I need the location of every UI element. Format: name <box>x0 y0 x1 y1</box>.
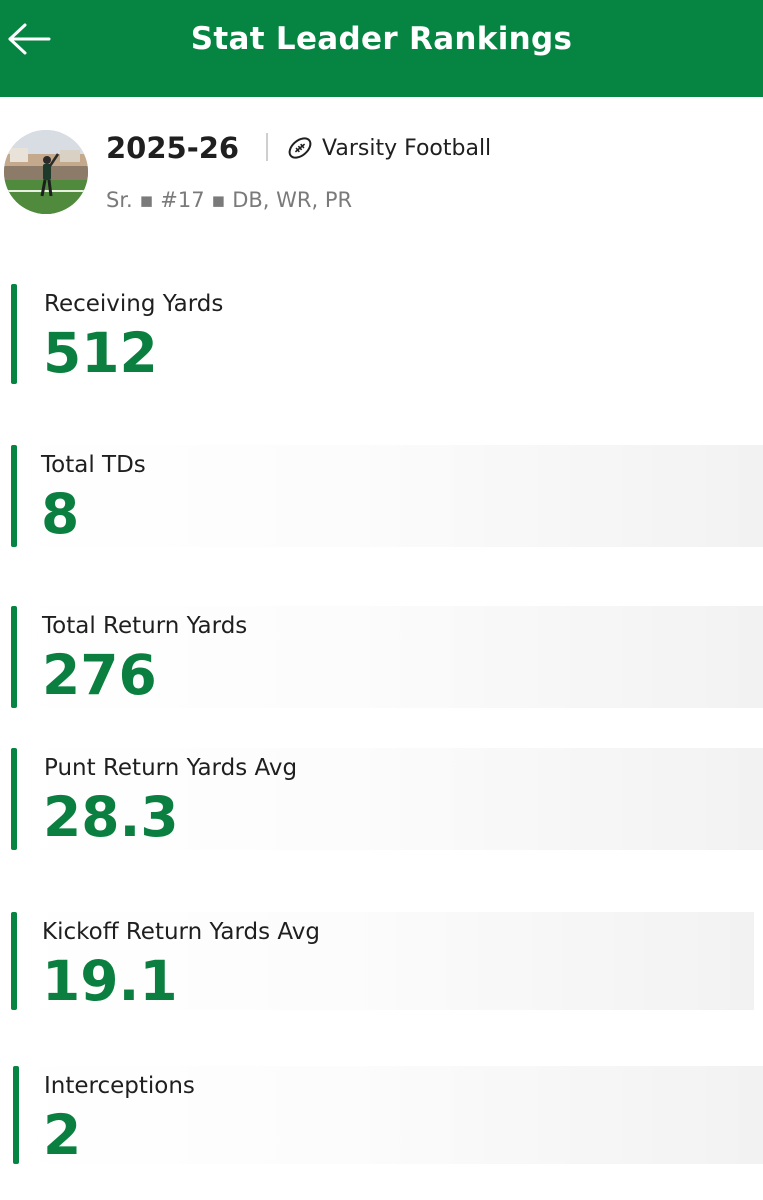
sport-label: Varsity Football <box>322 135 492 161</box>
stat-label: Receiving Yards <box>44 291 224 317</box>
stat-accent-bar <box>11 445 17 547</box>
stat-accent-bar <box>11 606 17 708</box>
stat-card-kickoff-return-yards-avg[interactable]: Kickoff Return Yards Avg 19.1 <box>0 912 763 1013</box>
stat-value: 2 <box>43 1103 82 1167</box>
stat-card-interceptions[interactable]: Interceptions 2 <box>0 1066 763 1167</box>
stat-value: 8 <box>41 482 80 546</box>
back-arrow-icon <box>8 23 51 55</box>
sport-selector[interactable]: Varsity Football <box>286 131 491 165</box>
app-header: Stat Leader Rankings <box>0 0 763 97</box>
stat-label: Interceptions <box>44 1073 195 1099</box>
stat-value: 512 <box>43 321 158 385</box>
stat-accent-bar <box>11 284 17 384</box>
stat-value: 276 <box>42 643 157 707</box>
back-button[interactable] <box>6 18 52 60</box>
stat-label: Total Return Yards <box>42 613 248 639</box>
stat-card-total-tds[interactable]: Total TDs 8 <box>0 445 763 547</box>
stat-card-punt-return-yards-avg[interactable]: Punt Return Yards Avg 28.3 <box>0 748 763 850</box>
stat-value: 28.3 <box>43 785 179 849</box>
football-icon <box>288 137 312 159</box>
stat-label: Punt Return Yards Avg <box>44 755 298 781</box>
player-profile: 2025-26 Varsity Football Sr. ▪ #17 ▪ DB,… <box>0 97 763 257</box>
stat-accent-bar <box>11 748 17 850</box>
stat-label: Total TDs <box>41 452 146 478</box>
player-meta: Sr. ▪ #17 ▪ DB, WR, PR <box>106 188 353 212</box>
stat-label: Kickoff Return Yards Avg <box>42 919 320 945</box>
stat-accent-bar <box>13 1066 19 1164</box>
stat-accent-bar <box>11 912 17 1010</box>
stat-card-total-return-yards[interactable]: Total Return Yards 276 <box>0 606 763 708</box>
page-title: Stat Leader Rankings <box>190 21 573 57</box>
stat-value: 19.1 <box>42 949 178 1013</box>
avatar[interactable] <box>4 130 88 214</box>
stat-card-receiving-yards[interactable]: Receiving Yards 512 <box>0 284 763 384</box>
divider <box>266 133 268 161</box>
player-photo <box>4 130 88 214</box>
season-label: 2025-26 <box>106 131 240 165</box>
